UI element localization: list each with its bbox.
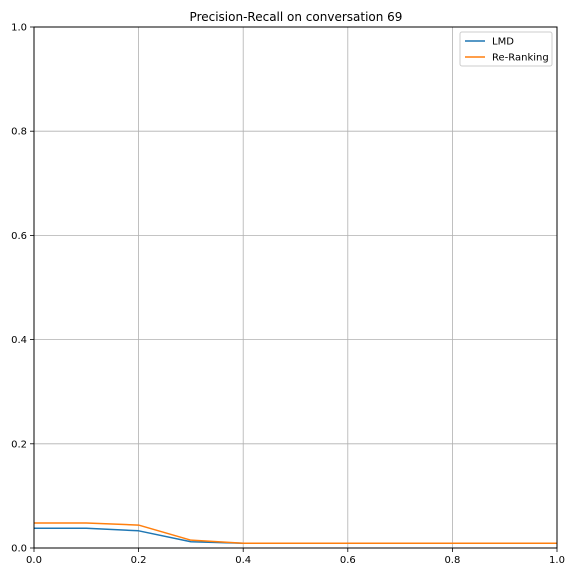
chart-title: Precision-Recall on conversation 69 — [190, 10, 403, 24]
legend: LMD Re-Ranking — [459, 31, 553, 67]
x-tick-label: 0.8 — [444, 555, 460, 566]
series-line-1 — [34, 522, 557, 545]
y-tick-label: 0.6 — [11, 231, 27, 242]
y-tick-label: 0.0 — [11, 544, 27, 555]
series-line-0 — [34, 527, 557, 545]
y-tick-label: 1.0 — [11, 23, 27, 34]
y-tick-label: 0.8 — [11, 127, 27, 138]
axis-ticks: 0.0 0.2 0.4 0.6 0.8 1.0 0.0 0.2 0.4 0.6 0.8 1.0 — [11, 23, 565, 567]
x-tick-label: 1.0 — [549, 555, 565, 566]
x-tick-label: 0.2 — [131, 555, 147, 566]
y-tick-label: 0.2 — [11, 439, 27, 450]
legend-label: Re-Ranking — [492, 53, 549, 64]
x-tick-label: 0.0 — [26, 555, 42, 566]
x-tick-label: 0.6 — [340, 555, 356, 566]
grid-lines — [33, 26, 558, 549]
legend-label: LMD — [492, 37, 514, 48]
x-tick-label: 0.4 — [235, 555, 251, 566]
plot-area-frame — [33, 26, 558, 549]
y-tick-label: 0.4 — [11, 335, 27, 346]
series-lines — [34, 522, 557, 545]
